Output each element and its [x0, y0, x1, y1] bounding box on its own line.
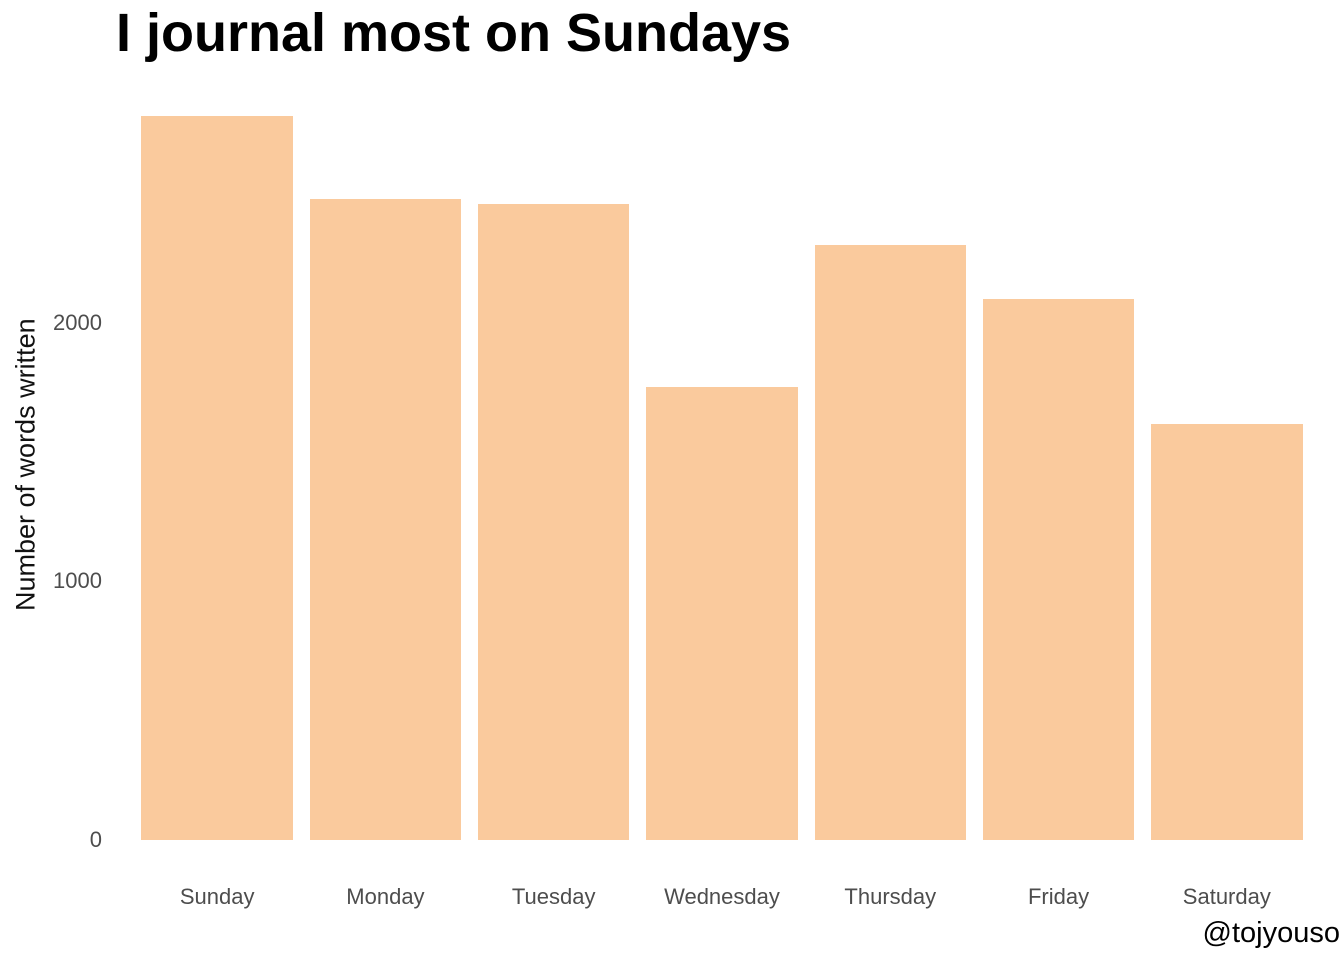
bar-thursday — [814, 245, 966, 840]
y-tick-label-2000: 2000 — [53, 309, 102, 335]
y-axis-tick-labels: 0 1000 2000 — [0, 90, 102, 850]
x-tick-label-saturday: Saturday — [1182, 884, 1271, 909]
bar-slot-saturday — [1143, 90, 1311, 840]
x-tick-label-friday: Friday — [1027, 884, 1090, 909]
chart-title: I journal most on Sundays — [116, 3, 792, 63]
x-tick-label-sunday: Sunday — [179, 884, 255, 909]
x-tick-label-monday: Monday — [346, 884, 425, 909]
bar-friday — [982, 299, 1135, 840]
bar-slot-wednesday — [638, 90, 806, 840]
bar-slot-sunday — [133, 90, 301, 840]
bar-slot-monday — [301, 90, 469, 840]
bar-wednesday — [646, 387, 798, 840]
y-tick-label-1000: 1000 — [53, 568, 102, 594]
bar-slot-friday — [974, 90, 1142, 840]
bar-sunday — [141, 115, 293, 840]
x-axis-tick-labels: Sunday Monday Tuesday Wednesday Thursday Frid… — [133, 884, 1311, 910]
x-tick-label-wednesday: Wednesday — [664, 884, 780, 909]
watermark-handle: @tojyouso — [1202, 917, 1340, 949]
x-tick-label-tuesday: Tuesday — [511, 884, 596, 909]
x-tick-label-thursday: Thursday — [844, 884, 937, 909]
bar-monday — [309, 198, 462, 840]
bar-saturday — [1151, 423, 1303, 840]
bar-slot-tuesday — [470, 90, 638, 840]
y-tick-label-0: 0 — [89, 827, 102, 852]
bar-tuesday — [477, 203, 630, 840]
bar-slot-thursday — [806, 90, 974, 840]
plot-area — [133, 90, 1311, 840]
